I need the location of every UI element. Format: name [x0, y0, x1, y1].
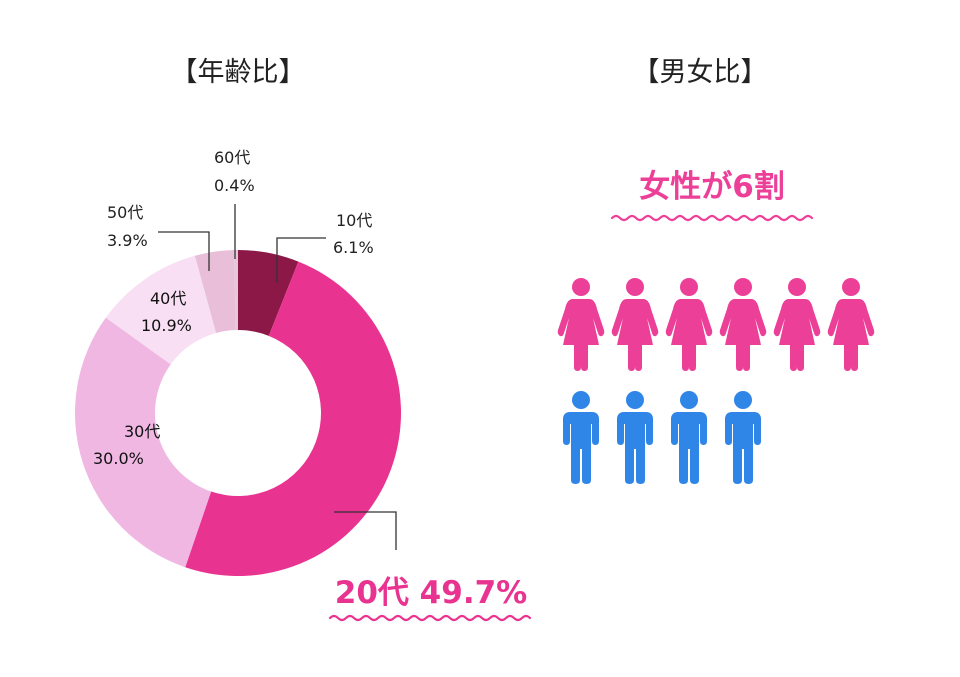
label-60s-category: 60代	[214, 148, 250, 167]
age-labels: 10代 6.1% 30代 30.0% 40代 10.9% 50代 3.9% 60…	[93, 148, 527, 611]
female-person-icon	[773, 278, 821, 371]
donut-slice-20代	[185, 261, 401, 576]
leader-line-10s	[276, 237, 326, 283]
donut-slice-10代	[238, 250, 299, 336]
donut-slice-30代	[75, 317, 212, 568]
female-person-icon	[719, 278, 767, 371]
leader-line-50s	[158, 231, 210, 271]
female-person-icon	[665, 278, 713, 371]
male-person-icon	[671, 391, 707, 484]
gender-headline: 女性が6割	[639, 169, 785, 205]
label-60s-value: 0.4%	[214, 176, 255, 195]
male-icon-row	[563, 391, 761, 484]
male-person-icon	[563, 391, 599, 484]
label-20s-highlight: 20代 49.7%	[335, 575, 527, 611]
label-40s-category: 40代	[150, 289, 186, 308]
label-30s-value: 30.0%	[93, 449, 144, 468]
age-section-title: 【年齢比】	[171, 57, 306, 88]
male-person-icon	[725, 391, 761, 484]
donut-slice-50代	[194, 250, 236, 333]
gender-section-title: 【男女比】	[633, 57, 768, 88]
age-donut-chart	[75, 250, 401, 576]
label-40s-value: 10.9%	[141, 316, 192, 335]
gender-headline-wave-underline	[610, 214, 814, 222]
label-50s-value: 3.9%	[107, 231, 148, 250]
label-10s-value: 6.1%	[333, 238, 374, 257]
label-10s-category: 10代	[336, 211, 372, 230]
female-person-icon	[557, 278, 605, 371]
male-person-icon	[617, 391, 653, 484]
donut-slice-60代	[233, 250, 238, 331]
leader-line-20s	[334, 511, 397, 550]
donut-slice-40代	[105, 255, 217, 365]
pie-leader-lines	[158, 204, 397, 550]
female-icon-row	[557, 278, 875, 371]
age-highlight-wave-underline	[328, 614, 532, 622]
female-person-icon	[827, 278, 875, 371]
female-person-icon	[611, 278, 659, 371]
label-50s-category: 50代	[107, 203, 143, 222]
label-30s-category: 30代	[124, 422, 160, 441]
